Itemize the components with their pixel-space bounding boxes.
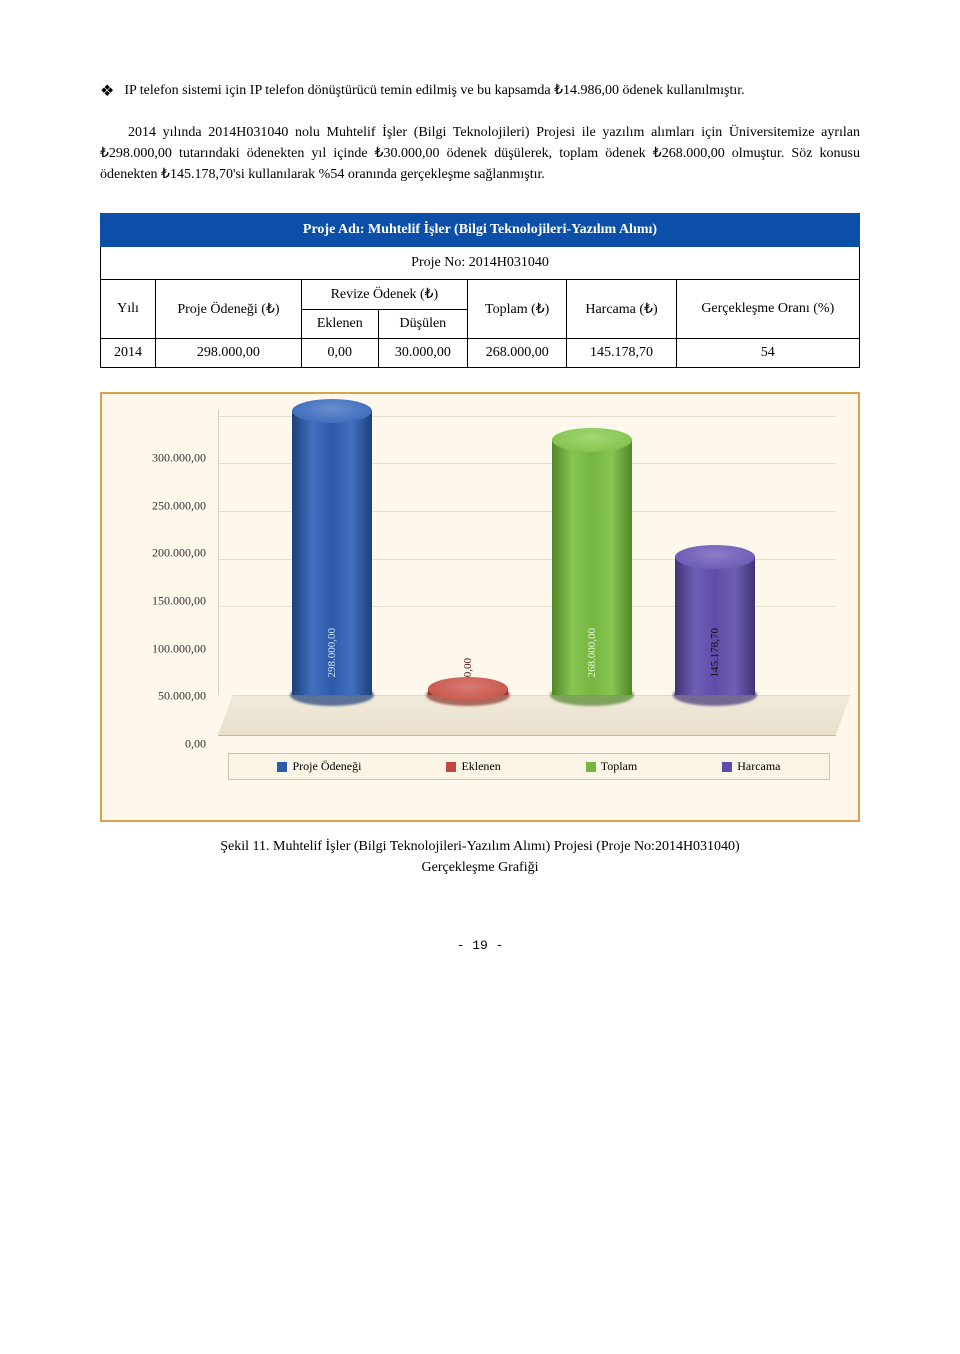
table-project-no: Proje No: 2014H031040	[101, 247, 860, 280]
page-number: - 19 -	[100, 938, 860, 953]
chart-bar: 0,00	[428, 689, 508, 695]
cell-yili: 2014	[101, 339, 156, 368]
cell-toplam: 268.000,00	[467, 339, 566, 368]
legend-label: Eklenen	[461, 759, 500, 774]
project-table: Proje Adı: Muhtelif İşler (Bilgi Teknolo…	[100, 213, 860, 368]
table-data-row: 2014 298.000,00 0,00 30.000,00 268.000,0…	[101, 339, 860, 368]
legend-item: Harcama	[722, 759, 780, 774]
body-paragraph: 2014 yılında 2014H031040 nolu Muhtelif İ…	[100, 122, 860, 185]
table-title: Proje Adı: Muhtelif İşler (Bilgi Teknolo…	[101, 214, 860, 247]
header-harcama: Harcama (₺)	[567, 280, 676, 339]
legend-swatch	[722, 762, 732, 772]
chart-canvas: 300.000,00 250.000,00 200.000,00 150.000,00…	[116, 404, 844, 784]
legend-label: Harcama	[737, 759, 780, 774]
bullet-paragraph: ❖ IP telefon sistemi için IP telefon dön…	[100, 80, 860, 104]
chart-bar-top	[552, 428, 632, 452]
legend-item: Toplam	[586, 759, 638, 774]
caption-line-1: Şekil 11. Muhtelif İşler (Bilgi Teknoloj…	[220, 839, 739, 854]
chart-bar-value-label: 0,00	[462, 658, 474, 677]
y-axis-label: 150.000,00	[122, 594, 206, 609]
chart-plot-area: 298.000,00 0,00 268.000,00 145.178,70	[218, 410, 836, 736]
chart-bar-top	[292, 399, 372, 423]
chart-bar: 268.000,00	[552, 440, 632, 695]
header-eklenen: Eklenen	[301, 310, 378, 339]
bullet-marker: ❖	[100, 80, 114, 104]
y-axis-label: 100.000,00	[122, 641, 206, 656]
chart-panel: 300.000,00 250.000,00 200.000,00 150.000,00…	[100, 392, 860, 822]
cell-harcama: 145.178,70	[567, 339, 676, 368]
bullet-text: IP telefon sistemi için IP telefon dönüş…	[124, 80, 744, 104]
legend-item: Eklenen	[446, 759, 500, 774]
chart-bar-value-label: 268.000,00	[586, 628, 598, 678]
cell-odenegi: 298.000,00	[156, 339, 302, 368]
header-odenegi: Proje Ödeneği (₺)	[156, 280, 302, 339]
chart-legend: Proje Ödeneği Eklenen Toplam Harcama	[228, 753, 830, 780]
chart-bar-top	[675, 545, 755, 569]
header-toplam: Toplam (₺)	[467, 280, 566, 339]
y-axis-label: 0,00	[122, 737, 206, 752]
y-axis-label: 200.000,00	[122, 546, 206, 561]
y-axis-label: 250.000,00	[122, 498, 206, 513]
legend-swatch	[446, 762, 456, 772]
header-yili: Yılı	[101, 280, 156, 339]
cell-eklenen: 0,00	[301, 339, 378, 368]
header-revize: Revize Ödenek (₺)	[301, 280, 467, 310]
chart-bar-top	[428, 677, 508, 701]
caption-line-2: Gerçekleşme Grafiği	[422, 860, 539, 875]
legend-item: Proje Ödeneği	[277, 759, 361, 774]
chart-y-axis-labels: 300.000,00 250.000,00 200.000,00 150.000,00…	[122, 404, 206, 784]
y-axis-label: 50.000,00	[122, 689, 206, 704]
chart-bar: 298.000,00	[292, 411, 372, 695]
table-title-row: Proje Adı: Muhtelif İşler (Bilgi Teknolo…	[101, 214, 860, 247]
chart-bar-value-label: 298.000,00	[326, 628, 338, 678]
cell-dusulen: 30.000,00	[378, 339, 467, 368]
table-header-row-1: Yılı Proje Ödeneği (₺) Revize Ödenek (₺)…	[101, 280, 860, 310]
header-gerceklesme: Gerçekleşme Oranı (%)	[676, 280, 859, 339]
header-dusulen: Düşülen	[378, 310, 467, 339]
legend-swatch	[277, 762, 287, 772]
table-project-no-row: Proje No: 2014H031040	[101, 247, 860, 280]
y-axis-label: 300.000,00	[122, 451, 206, 466]
chart-bar-value-label: 145.178,70	[709, 628, 721, 678]
chart-bar: 145.178,70	[675, 557, 755, 695]
cell-gerceklesme: 54	[676, 339, 859, 368]
legend-label: Proje Ödeneği	[292, 759, 361, 774]
legend-swatch	[586, 762, 596, 772]
legend-label: Toplam	[601, 759, 638, 774]
figure-caption: Şekil 11. Muhtelif İşler (Bilgi Teknoloj…	[100, 836, 860, 878]
